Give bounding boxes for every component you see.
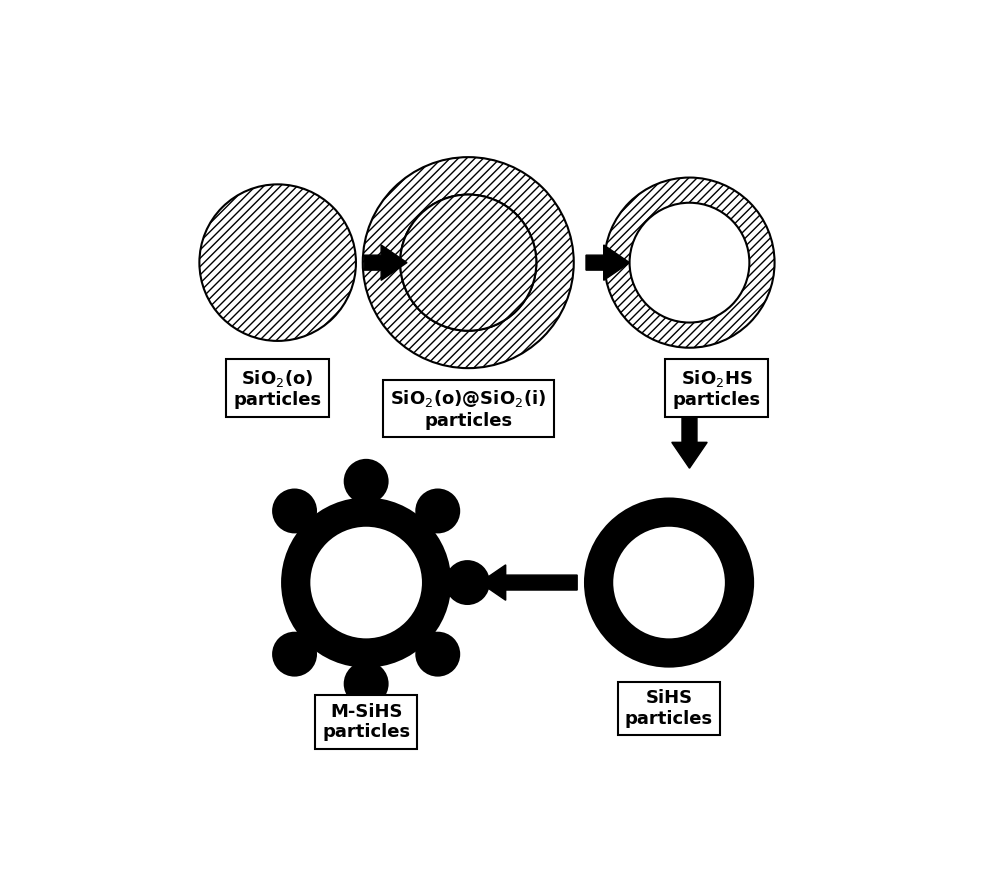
- Circle shape: [363, 157, 574, 368]
- Circle shape: [400, 194, 536, 331]
- Circle shape: [400, 194, 536, 331]
- Text: SiO$_2$(o)
particles: SiO$_2$(o) particles: [234, 368, 322, 409]
- Circle shape: [584, 498, 754, 667]
- FancyArrow shape: [364, 245, 407, 280]
- Circle shape: [613, 527, 725, 638]
- FancyArrow shape: [672, 362, 707, 469]
- Circle shape: [415, 632, 460, 676]
- Circle shape: [281, 498, 451, 667]
- Circle shape: [199, 185, 356, 341]
- Circle shape: [272, 632, 317, 676]
- Text: SiHS
particles: SiHS particles: [625, 690, 713, 728]
- Text: M-SiHS
particles: M-SiHS particles: [322, 703, 410, 742]
- FancyArrow shape: [586, 245, 630, 280]
- Text: SiO$_2$(o)@SiO$_2$(i)
particles: SiO$_2$(o)@SiO$_2$(i) particles: [390, 388, 546, 430]
- Circle shape: [344, 661, 389, 706]
- Circle shape: [310, 527, 422, 638]
- Circle shape: [344, 459, 389, 504]
- Circle shape: [445, 560, 490, 605]
- Circle shape: [272, 489, 317, 533]
- FancyArrow shape: [480, 565, 577, 600]
- Circle shape: [604, 178, 775, 347]
- Text: SiO$_2$HS
particles: SiO$_2$HS particles: [673, 368, 761, 409]
- Circle shape: [415, 489, 460, 533]
- Circle shape: [630, 202, 749, 323]
